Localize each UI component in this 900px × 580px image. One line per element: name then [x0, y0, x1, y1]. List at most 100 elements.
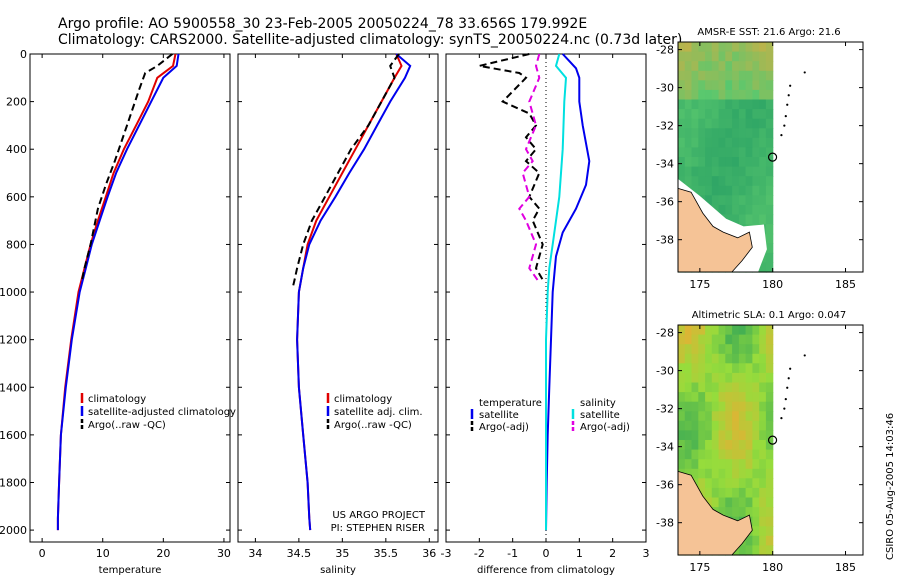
heat-cell	[678, 353, 686, 364]
heat-cell	[691, 382, 699, 393]
heat-cell	[745, 204, 753, 216]
heat-cell	[738, 128, 747, 139]
heat-cell	[732, 420, 740, 431]
heat-cell	[725, 80, 733, 91]
heat-cell	[691, 70, 699, 81]
heat-cell	[752, 440, 760, 451]
heat-cell	[759, 195, 767, 206]
heat-cell	[752, 478, 760, 489]
heat-cell	[732, 128, 740, 139]
heat-cell	[759, 411, 767, 422]
heat-cell	[698, 42, 706, 53]
heat-cell	[738, 204, 747, 216]
y-tick-label: 1000	[0, 286, 27, 299]
heat-cell	[705, 42, 713, 53]
heat-cell	[752, 147, 760, 158]
heat-cell	[705, 137, 713, 148]
heat-cell	[745, 99, 753, 110]
heat-cell	[738, 545, 747, 556]
y-tick-label: -34	[656, 441, 674, 454]
x-tick-label: 180	[762, 278, 783, 291]
heat-cell	[752, 325, 760, 336]
heat-cell	[684, 61, 693, 72]
float-track-point	[787, 377, 790, 380]
heat-cell	[684, 137, 693, 148]
heat-cell	[705, 128, 713, 139]
heat-cell	[684, 344, 693, 355]
heat-cell	[691, 363, 699, 374]
x-tick-label: 2	[609, 547, 616, 560]
series-line-argo-raw-qc-	[80, 53, 174, 283]
heat-cell	[684, 440, 693, 451]
heat-cell	[738, 420, 747, 431]
heat-cell	[725, 147, 733, 158]
heat-cell	[678, 61, 686, 72]
heat-cell	[684, 157, 693, 168]
heat-cell	[759, 516, 767, 527]
legend-label: satellite-adjusted climatology	[88, 407, 236, 418]
x-tick-label: 1	[576, 547, 583, 560]
heat-cell	[725, 157, 733, 168]
heat-cell	[752, 185, 760, 196]
heat-cell	[765, 344, 774, 355]
heat-cell	[738, 449, 747, 460]
heat-cell	[745, 325, 753, 336]
heat-cell	[759, 51, 767, 62]
heat-cell	[745, 70, 753, 81]
float-track-point	[789, 84, 792, 87]
heat-cell	[718, 449, 726, 460]
heat-cell	[698, 325, 706, 336]
heat-cell	[759, 147, 767, 158]
heat-cell	[759, 109, 767, 120]
legend-label: Argo(..raw -QC)	[88, 420, 166, 431]
heat-cell	[678, 147, 686, 158]
heat-cell	[711, 166, 720, 177]
heat-cell	[725, 478, 733, 489]
heat-cell	[678, 325, 686, 336]
heat-cell	[691, 61, 699, 72]
heat-cell	[698, 411, 706, 422]
heat-cell	[698, 128, 706, 139]
heat-cell	[698, 147, 706, 158]
heat-cell	[711, 70, 720, 81]
heat-cell	[705, 109, 713, 120]
heat-cell	[705, 325, 713, 336]
heat-cell	[725, 61, 733, 72]
heat-cell	[705, 420, 713, 431]
heat-cell	[684, 176, 693, 187]
heat-cell	[718, 51, 726, 62]
heat-cell	[705, 99, 713, 110]
heat-cell	[684, 166, 693, 177]
heat-cell	[745, 334, 753, 345]
heat-cell	[718, 344, 726, 355]
heat-cell	[752, 118, 760, 129]
y-tick-label: -30	[656, 82, 674, 95]
heat-cell	[691, 137, 699, 148]
y-tick-label: 800	[6, 238, 27, 251]
heat-cell	[759, 440, 767, 451]
heat-cell	[738, 382, 747, 393]
heat-cell	[725, 487, 733, 499]
heat-cell	[698, 372, 706, 384]
heat-cell	[732, 468, 740, 479]
heat-cell	[732, 334, 740, 345]
heat-cell	[752, 204, 760, 216]
heat-cell	[698, 185, 706, 196]
heat-cell	[759, 535, 767, 546]
heat-cell	[678, 118, 686, 129]
heat-cell	[711, 128, 720, 139]
heat-cell	[752, 166, 760, 177]
heat-cell	[718, 195, 726, 206]
heat-cell	[745, 401, 753, 412]
heat-cell	[725, 401, 733, 412]
heat-cell	[691, 176, 699, 187]
heat-cell	[732, 42, 740, 53]
heat-cell	[684, 372, 693, 384]
heat-cell	[765, 243, 774, 254]
heat-cell	[765, 70, 774, 81]
heat-cell	[738, 176, 747, 187]
heat-cell	[725, 440, 733, 451]
heat-cell	[705, 497, 713, 508]
heat-cell	[678, 89, 686, 101]
heat-cell	[752, 80, 760, 91]
